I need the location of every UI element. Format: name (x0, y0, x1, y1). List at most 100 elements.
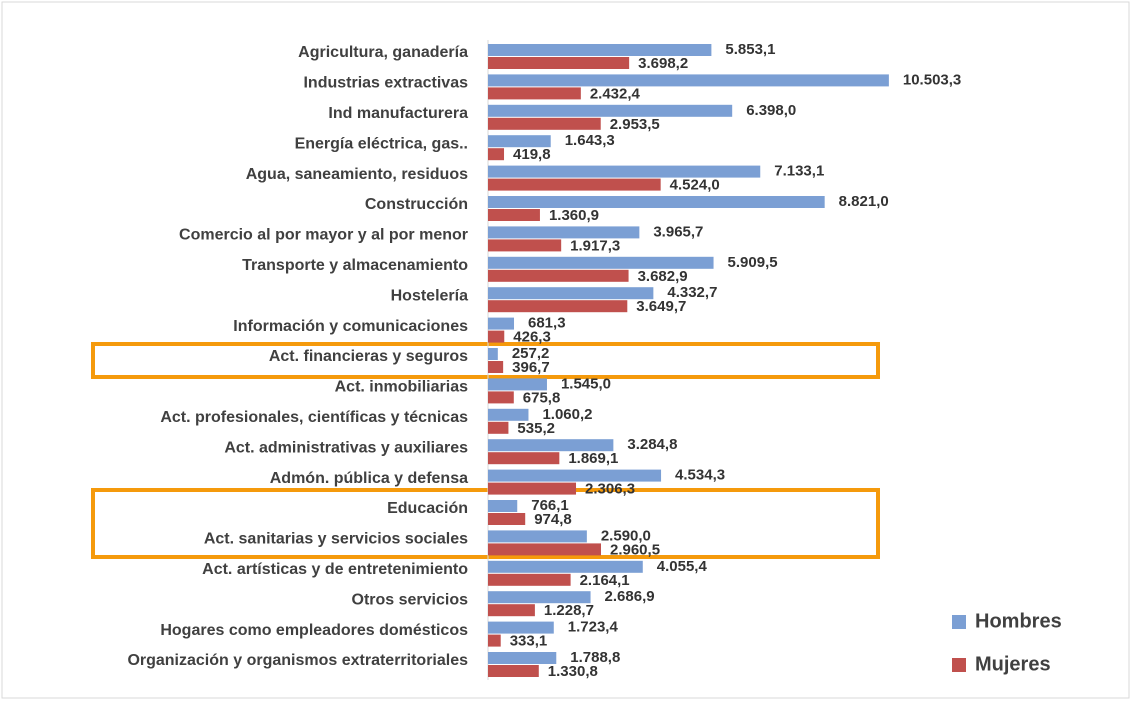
category-label: Act. inmobiliarias (335, 379, 468, 396)
value-label: 10.503,3 (903, 71, 961, 88)
bar (488, 500, 518, 512)
value-label: 2.306,3 (585, 481, 635, 498)
bar (488, 361, 504, 373)
bar (488, 256, 714, 269)
value-label: 1.917,3 (570, 237, 620, 254)
category-label: Organización y organismos extraterritori… (127, 652, 468, 669)
category-label: Educación (387, 500, 468, 517)
highlight-box (91, 488, 880, 559)
category-label: Agua, saneamiento, residuos (246, 166, 468, 183)
bar (488, 652, 557, 664)
category-label: Información y comunicaciones (233, 318, 468, 335)
bar (488, 665, 539, 677)
bar (488, 330, 505, 343)
value-label: 2.590,0 (601, 527, 651, 544)
category-label: Agricultura, ganadería (298, 44, 468, 61)
value-label: 1.545,0 (561, 375, 611, 392)
value-label: 3.965,7 (653, 223, 703, 240)
bar (488, 104, 733, 117)
bar (488, 287, 654, 300)
category-label: Otros servicios (352, 591, 469, 608)
value-label: 7.133,1 (774, 163, 824, 180)
value-label: 396,7 (512, 359, 550, 376)
value-label: 1.643,3 (565, 132, 615, 149)
bar (488, 317, 515, 330)
bar (488, 604, 535, 617)
bar (488, 57, 630, 69)
value-label: 1.330,8 (548, 663, 598, 680)
legend-label: Mujeres (975, 653, 1051, 675)
bar (488, 87, 581, 100)
bar (488, 165, 761, 178)
value-label: 675,8 (523, 389, 561, 406)
bar (488, 135, 551, 148)
value-label: 1.723,4 (568, 619, 619, 636)
category-label: Act. financieras y seguros (269, 348, 468, 365)
category-label: Act. profesionales, científicas y técnic… (160, 409, 468, 426)
bar (488, 469, 662, 482)
bar (488, 148, 505, 161)
category-label: Act. sanitarias y servicios sociales (204, 531, 468, 548)
bar (488, 226, 640, 239)
legend-swatch (952, 615, 966, 629)
bar (488, 378, 547, 391)
value-label: 3.698,2 (638, 55, 688, 72)
category-label: Transporte y almacenamiento (242, 257, 468, 274)
bar (488, 408, 529, 421)
value-label: 4.524,0 (670, 177, 720, 194)
value-label: 6.398,0 (746, 102, 796, 119)
bar (488, 634, 501, 647)
category-label: Comercio al por mayor y al por menor (179, 227, 468, 244)
value-label: 4.534,3 (675, 467, 725, 484)
value-label: 419,8 (513, 146, 551, 163)
bar (488, 74, 889, 87)
bar (488, 452, 560, 465)
value-label: 974,8 (534, 511, 572, 528)
value-label: 5.853,1 (725, 41, 775, 58)
value-label: 257,2 (512, 345, 550, 362)
category-label: Admón. pública y defensa (270, 470, 468, 487)
value-label: 1.228,7 (544, 602, 594, 619)
value-label: 333,1 (510, 633, 548, 650)
category-label: Energía eléctrica, gas.. (295, 135, 468, 152)
bar (488, 269, 629, 282)
value-label: 8.821,0 (839, 193, 889, 210)
bar (488, 421, 509, 434)
value-label: 535,2 (517, 420, 555, 437)
bar (488, 621, 554, 634)
value-label: 3.649,7 (636, 298, 686, 315)
bar (488, 209, 540, 221)
value-label: 2.953,5 (610, 116, 660, 133)
bar (488, 573, 571, 586)
value-label: 1.060,2 (542, 406, 592, 423)
bar (488, 300, 628, 313)
category-label: Act. artísticas y de entretenimiento (202, 561, 468, 578)
bar (488, 591, 591, 604)
legend-label: Hombres (975, 610, 1062, 632)
value-label: 5.909,5 (728, 254, 778, 271)
legend-swatch (952, 658, 966, 672)
bar (488, 239, 562, 252)
category-label: Construcción (365, 196, 468, 213)
value-label: 1.360,9 (549, 207, 599, 224)
value-label: 2.960,5 (610, 541, 660, 558)
category-label: Act. administrativas y auxiliares (224, 439, 468, 456)
bar (488, 530, 587, 543)
value-label: 2.164,1 (580, 572, 630, 589)
value-label: 4.055,4 (657, 558, 708, 575)
value-label: 2.686,9 (605, 588, 655, 605)
bar (488, 348, 498, 360)
value-label: 1.869,1 (568, 450, 618, 467)
bar (488, 178, 661, 191)
value-label: 1.788,8 (570, 649, 620, 666)
bar (488, 560, 643, 573)
bar (488, 439, 614, 452)
bar (488, 482, 577, 495)
category-label: Hogares como empleadores domésticos (160, 622, 468, 639)
value-label: 4.332,7 (667, 284, 717, 301)
bar (488, 117, 601, 130)
category-label: Industrias extractivas (303, 75, 468, 92)
value-label: 681,3 (528, 315, 566, 332)
